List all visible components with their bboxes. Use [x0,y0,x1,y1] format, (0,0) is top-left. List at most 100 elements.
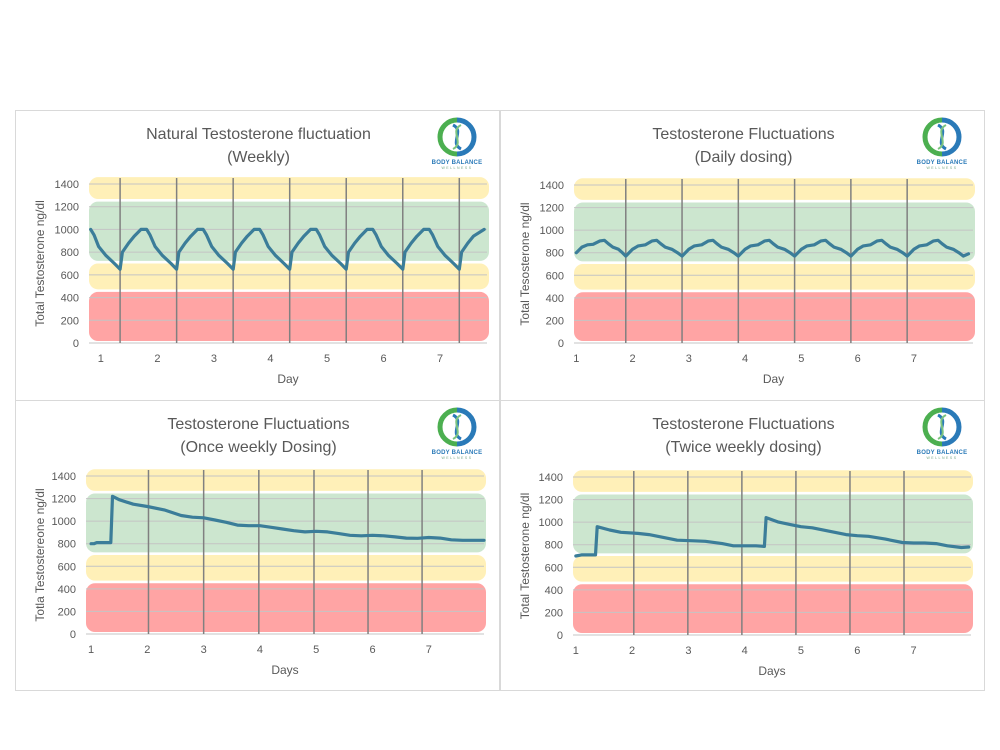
y-tick-label: 1200 [540,203,564,215]
y-tick-label: 0 [70,629,76,641]
x-tick-label: 1 [98,353,104,365]
y-axis-label: Total Tesosterone ng/dl [518,202,532,325]
x-tick-label: 4 [267,353,273,365]
y-tick-label: 800 [61,247,79,259]
x-tick-label: 3 [685,645,691,657]
x-axis-label: Day [763,372,784,386]
x-tick-label: 6 [380,353,386,365]
x-tick-label: 5 [324,353,330,365]
logo-sub-text: WELLNESS [926,456,958,460]
band-low [573,584,973,633]
y-tick-label: 400 [545,585,563,597]
chart-title: Testosterone Fluctuations (Daily dosing) [501,123,986,169]
x-tick-label: 7 [426,644,432,656]
y-tick-label: 200 [58,606,76,618]
x-tick-label: 2 [144,644,150,656]
x-tick-label: 5 [313,644,319,656]
dna-logo-icon [922,117,962,157]
y-tick-label: 0 [73,338,79,350]
logo-brand-text: BODY BALANCE [431,160,483,166]
body-balance-logo: BODY BALANCE WELLNESS [912,407,972,465]
y-tick-label: 800 [58,539,76,551]
y-tick-label: 1400 [540,180,564,192]
x-tick-label: 7 [911,645,917,657]
y-tick-label: 600 [61,270,79,282]
chart-title: Testosterone Fluctuations (Once weekly Do… [16,413,501,459]
x-axis-label: Days [271,663,298,677]
band-borderline [86,555,486,581]
y-axis-label: Total Testosterone ng/dl [33,200,47,327]
y-tick-label: 800 [545,540,563,552]
band-high [574,178,975,200]
y-axis-label: Totla Testostereone ng/dl [33,488,47,621]
y-tick-label: 1400 [52,471,76,483]
logo-brand-text: BODY BALANCE [916,450,968,456]
testosterone-series-line [89,494,486,546]
x-tick-label: 7 [437,353,443,365]
x-tick-label: 3 [211,353,217,365]
y-tick-label: 200 [546,315,564,327]
y-tick-label: 600 [545,562,563,574]
testosterone-series-line [89,227,486,271]
chart-panel-daily-dosing: Testosterone Fluctuations (Daily dosing) B… [500,110,985,401]
chart-title-line: (Once weekly Dosing) [180,439,337,456]
x-tick-label: 4 [257,644,263,656]
chart-svg: 0 200 400 600 800 1000 1200 1400 1 2 3 4 5 6 7 Days Tota… [518,470,973,678]
x-tick-label: 1 [573,353,579,365]
y-tick-label: 1200 [55,202,79,214]
dna-logo-icon [922,407,962,447]
band-high [86,469,486,491]
x-axis-label: Day [277,372,298,386]
y-tick-label: 600 [546,270,564,282]
chart-panel-natural-weekly: Natural Testosterone fluctuation (Weekly)… [15,110,500,401]
chart-panel-once-weekly-dosing: Testosterone Fluctuations (Once weekly Do… [15,400,500,691]
x-tick-label: 2 [154,353,160,365]
logo-sub-text: WELLNESS [926,166,958,170]
x-tick-label: 4 [742,353,748,365]
chart-panel-twice-weekly-dosing: Testosterone Fluctuations (Twice weekly d… [500,400,985,691]
chart-title-line: (Weekly) [227,149,290,166]
y-tick-label: 400 [58,584,76,596]
y-tick-label: 1200 [539,495,563,507]
x-tick-label: 5 [798,353,804,365]
chart-title: Testosterone Fluctuations (Twice weekly d… [501,413,986,459]
y-tick-label: 400 [61,293,79,305]
y-tick-label: 600 [58,561,76,573]
chart-title-line: Testosterone Fluctuations [167,416,350,433]
x-tick-label: 3 [201,644,207,656]
logo-brand-text: BODY BALANCE [916,160,968,166]
y-tick-label: 1000 [52,516,76,528]
x-tick-label: 1 [573,645,579,657]
x-tick-label: 7 [911,353,917,365]
x-tick-label: 4 [742,645,748,657]
testosterone-series-line [574,516,971,558]
testosterone-series-line [574,238,971,258]
chart-svg: 0 200 400 600 800 1000 1200 1400 1 2 3 4 5 6 7 Day Total… [518,178,975,386]
x-tick-label: 6 [854,645,860,657]
chart-title-line: (Daily dosing) [694,149,793,166]
logo-sub-text: WELLNESS [441,166,473,170]
chart-title: Natural Testosterone fluctuation (Weekly) [16,123,501,169]
x-tick-label: 6 [369,644,375,656]
chart-svg: 0 200 400 600 800 1000 1200 1400 1 2 3 4 5 6 7 Day Total… [33,177,489,386]
band-borderline [573,556,973,582]
y-tick-label: 0 [558,338,564,350]
y-tick-label: 200 [61,315,79,327]
y-tick-label: 0 [557,630,563,642]
chart-title-line: Testosterone Fluctuations [652,416,835,433]
band-optimal [86,493,486,553]
dna-logo-icon [437,117,477,157]
band-borderline [574,264,975,290]
chart-title-line: Testosterone Fluctuations [652,126,835,143]
x-tick-label: 1 [88,644,94,656]
x-tick-label: 6 [855,353,861,365]
x-tick-label: 5 [798,645,804,657]
x-tick-label: 2 [629,645,635,657]
band-low [574,292,975,341]
y-tick-label: 1000 [539,517,563,529]
body-balance-logo: BODY BALANCE WELLNESS [912,117,972,175]
x-tick-label: 3 [686,353,692,365]
y-tick-label: 800 [546,248,564,260]
dna-logo-icon [437,407,477,447]
band-optimal [574,202,975,262]
